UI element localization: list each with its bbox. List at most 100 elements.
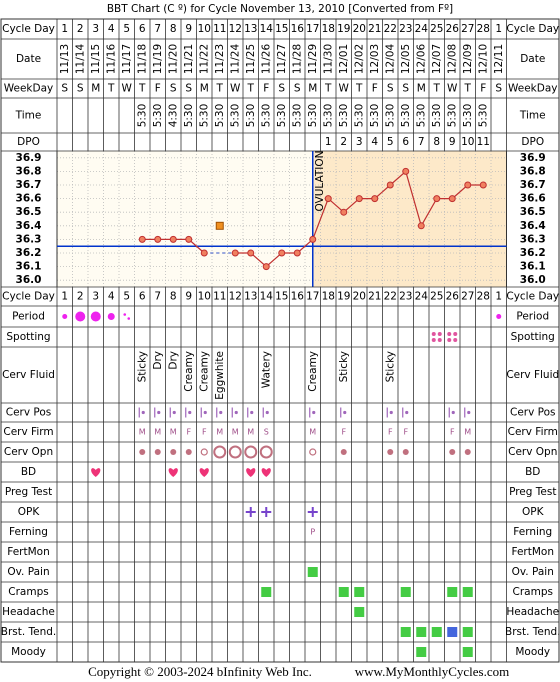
temp-point: [262, 263, 270, 271]
date-cell: 11/15: [90, 44, 102, 74]
y-tick-label: 36.8: [16, 165, 42, 177]
cerv-opn-mark: [185, 449, 192, 455]
y-tick-label: 36.3: [520, 233, 546, 245]
bd-mark: [168, 468, 178, 477]
observation-text: M: [154, 428, 161, 437]
row-label: Moody: [515, 646, 550, 658]
dpo-cell: 6: [402, 136, 409, 148]
cycle_day-cell: 5: [123, 291, 130, 303]
cycle_day-cell: 9: [185, 23, 192, 35]
row-label: Cerv Firm: [508, 426, 558, 438]
row-label: Cycle Day: [506, 291, 559, 303]
date-cell: 12/06: [415, 44, 427, 75]
row-label: Cramps: [8, 586, 48, 598]
cycle_day-cell: 10: [198, 291, 211, 303]
observation-text: M: [232, 428, 239, 437]
weekday-cell: T: [433, 83, 441, 95]
weekday-cell: T: [107, 83, 115, 95]
cerv-opn-mark: [244, 445, 258, 459]
cycle_day-cell: 28: [477, 291, 490, 303]
cycle_day-cell: 10: [198, 23, 211, 35]
row-label: Cerv Fluid: [2, 369, 55, 381]
cycle_day-cell: 21: [368, 291, 381, 303]
time-cell: 5:30: [477, 104, 489, 128]
date-cell: 11/30: [322, 44, 334, 74]
observation-text: S: [264, 428, 269, 437]
temp-point: [169, 235, 177, 243]
symptom-mark: [354, 587, 365, 597]
cycle_day-cell: 13: [244, 23, 257, 35]
dpo-cell: 9: [449, 136, 456, 148]
row-label: Date: [520, 53, 545, 65]
row-label: Cerv Fluid: [506, 369, 559, 381]
spotting-mark: [453, 338, 458, 342]
row-label: OPK: [18, 506, 41, 518]
row-label: Cerv Pos: [6, 407, 52, 419]
row-label: Cerv Firm: [3, 426, 53, 438]
time-cell: 5:30: [431, 104, 443, 128]
row-label: BD: [525, 466, 540, 478]
spotting-mark: [447, 332, 452, 336]
cerv-pos-mark: [467, 410, 471, 415]
temp-point: [309, 235, 317, 243]
cycle_day-cell: 2: [77, 23, 84, 35]
cycle_day-cell: 15: [275, 23, 288, 35]
row-label: Headache: [2, 606, 55, 618]
observation-text: Creamy: [183, 351, 195, 392]
symptom-mark: [416, 647, 427, 657]
pre-ovulation-area: [57, 151, 313, 287]
cycle_day-cell: 16: [291, 291, 305, 303]
dpo-cell: 8: [433, 136, 440, 148]
symptom-mark: [261, 587, 272, 597]
row-label: Ferning: [9, 526, 48, 538]
cerv-opn-mark: [309, 448, 317, 456]
cycle_day-cell: 20: [353, 23, 366, 35]
cycle_day-cell: 27: [461, 23, 474, 35]
row-label: Ov. Pain: [7, 566, 49, 578]
temp-point: [433, 195, 441, 203]
temp-point: [355, 195, 363, 203]
cycle_day-cell: 1: [495, 23, 502, 35]
row-label: Moody: [11, 646, 46, 658]
date-cell: 12/07: [431, 44, 443, 74]
observation-text: Creamy: [307, 351, 319, 392]
cycle_day-cell: 15: [275, 291, 288, 303]
dpo-cell: 5: [387, 136, 394, 148]
row-label: FertMon: [7, 546, 50, 558]
row-label: Cycle Day: [2, 23, 55, 35]
spotting-mark: [437, 338, 442, 342]
cerv-opn-mark: [200, 448, 208, 456]
time-cell: 5:30: [152, 104, 164, 128]
observation-text: Watery: [260, 351, 272, 388]
weekday-cell: S: [294, 83, 301, 95]
row-label: Spotting: [6, 331, 50, 343]
cycle_day-cell: 5: [123, 23, 130, 35]
row-label: OPK: [522, 506, 545, 518]
observation-text: F: [450, 428, 455, 437]
cerv-opn-mark: [464, 449, 471, 455]
cerv-pos-mark: [141, 410, 145, 415]
cerv-opn-mark: [228, 445, 242, 459]
y-tick-label: 36.8: [520, 165, 546, 177]
cycle_day-cell: 3: [92, 23, 99, 35]
weekday-cell: T: [216, 83, 224, 95]
dpo-cell: 11: [477, 136, 490, 148]
y-tick-label: 36.1: [520, 261, 546, 273]
date-cell: 11/18: [136, 44, 148, 74]
row-label: Ferning: [513, 526, 552, 538]
weekday-cell: M: [308, 83, 317, 95]
observation-text: Dry: [152, 351, 164, 370]
observation-text: F: [202, 428, 207, 437]
observation-text: F: [388, 428, 393, 437]
time-cell: 5:30: [307, 104, 319, 128]
y-tick-label: 36.6: [16, 193, 42, 205]
spot-mark: [123, 313, 127, 316]
cycle_day-cell: 27: [461, 291, 474, 303]
observation-text: Dry: [167, 351, 179, 370]
spot-mark: [127, 317, 131, 320]
date-cell: 11/20: [167, 44, 179, 74]
cycle_day-cell: 4: [108, 291, 115, 303]
date-cell: 11/21: [183, 44, 195, 74]
